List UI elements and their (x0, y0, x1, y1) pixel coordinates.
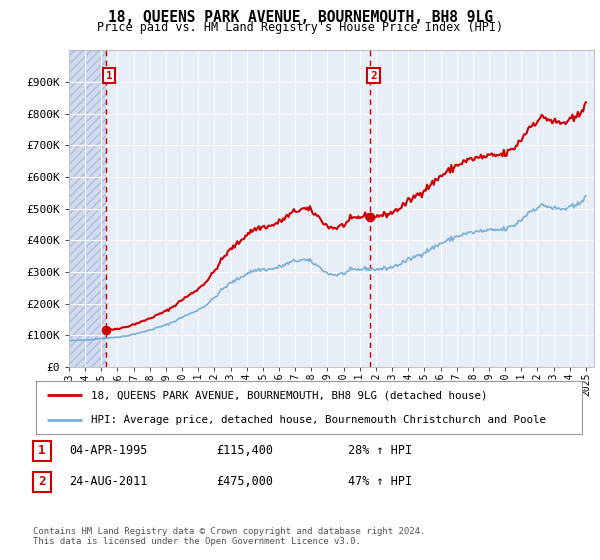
Text: 18, QUEENS PARK AVENUE, BOURNEMOUTH, BH8 9LG (detached house): 18, QUEENS PARK AVENUE, BOURNEMOUTH, BH8… (91, 390, 487, 400)
Text: HPI: Average price, detached house, Bournemouth Christchurch and Poole: HPI: Average price, detached house, Bour… (91, 414, 545, 424)
Text: 1: 1 (106, 71, 112, 81)
Text: 2: 2 (370, 71, 377, 81)
Text: 1: 1 (38, 444, 46, 458)
Text: 18, QUEENS PARK AVENUE, BOURNEMOUTH, BH8 9LG: 18, QUEENS PARK AVENUE, BOURNEMOUTH, BH8… (107, 10, 493, 25)
Text: Price paid vs. HM Land Registry's House Price Index (HPI): Price paid vs. HM Land Registry's House … (97, 21, 503, 34)
Text: 2: 2 (38, 475, 46, 488)
Text: 24-AUG-2011: 24-AUG-2011 (69, 475, 148, 488)
Bar (69, 50, 106, 367)
Text: Contains HM Land Registry data © Crown copyright and database right 2024.
This d: Contains HM Land Registry data © Crown c… (33, 526, 425, 546)
Text: 47% ↑ HPI: 47% ↑ HPI (348, 475, 412, 488)
Text: 04-APR-1995: 04-APR-1995 (69, 444, 148, 458)
Text: £475,000: £475,000 (216, 475, 273, 488)
Text: 28% ↑ HPI: 28% ↑ HPI (348, 444, 412, 458)
Text: £115,400: £115,400 (216, 444, 273, 458)
